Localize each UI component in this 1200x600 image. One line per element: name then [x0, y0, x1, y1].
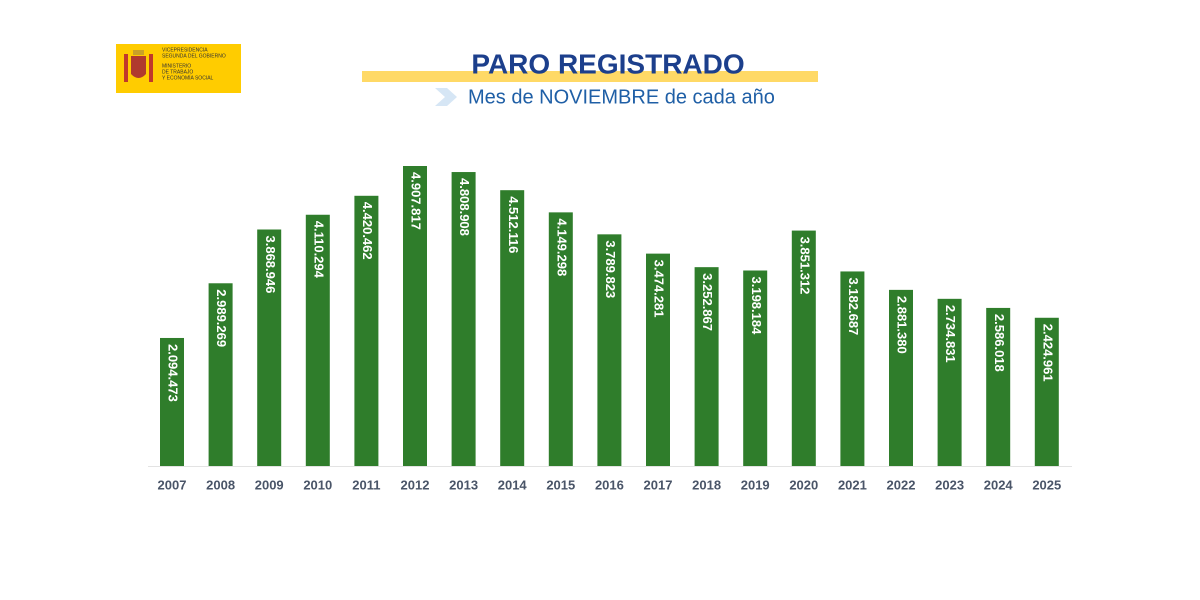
x-tick-label: 2016 — [595, 477, 624, 492]
logo-text: VICEPRESIDENCIA — [162, 47, 208, 53]
x-tick-label: 2009 — [255, 477, 284, 492]
x-tick-label: 2010 — [303, 477, 332, 492]
value-label: 2.094.473 — [166, 344, 181, 402]
bar — [403, 166, 427, 466]
bar — [889, 289, 913, 466]
x-tick-label: 2024 — [984, 477, 1014, 492]
value-label: 3.789.823 — [603, 240, 618, 298]
value-label: 3.474.281 — [652, 260, 667, 318]
value-label: 2.734.831 — [943, 305, 958, 363]
x-tick-label: 2019 — [741, 477, 770, 492]
logo-text: DE TRABAJO — [162, 69, 193, 75]
chevron-icon — [435, 88, 457, 106]
bar — [257, 229, 282, 466]
value-label: 3.868.946 — [263, 236, 278, 294]
chart-subtitle: Mes de NOVIEMBRE de cada año — [468, 86, 775, 108]
bar — [305, 214, 330, 466]
bar — [451, 172, 476, 466]
value-label: 3.851.312 — [797, 237, 812, 295]
x-tick-label: 2011 — [352, 477, 380, 492]
bar — [160, 337, 184, 466]
bar — [986, 307, 1011, 466]
value-label: 2.881.380 — [895, 296, 910, 354]
x-tick-label: 2021 — [838, 477, 867, 492]
value-label: 4.808.908 — [457, 178, 472, 236]
bar — [791, 230, 816, 466]
x-tick-label: 2022 — [887, 477, 916, 492]
bar — [646, 253, 670, 466]
x-tick-label: 2013 — [449, 477, 478, 492]
value-label: 4.149.298 — [554, 218, 569, 276]
logo-text: Y ECONOMÍA SOCIAL — [162, 74, 214, 81]
value-label: 4.420.462 — [360, 202, 375, 260]
bar — [354, 195, 379, 467]
bar — [694, 267, 719, 466]
value-label: 2.424.961 — [1040, 324, 1055, 382]
value-label: 3.252.867 — [700, 273, 715, 331]
logo-text: MINISTERIO — [162, 63, 191, 69]
value-label: 4.907.817 — [409, 172, 424, 230]
x-tick-label: 2012 — [401, 477, 430, 492]
bar — [597, 234, 622, 466]
bar — [743, 270, 768, 466]
value-label: 3.182.687 — [846, 277, 861, 335]
logo-text: SEGUNDA DEL GOBIERNO — [162, 53, 226, 59]
x-tick-label: 2015 — [546, 477, 575, 492]
value-label: 2.586.018 — [992, 314, 1007, 372]
bar — [500, 190, 525, 467]
bar — [1034, 317, 1059, 466]
bar — [840, 271, 865, 466]
chart-title: PARO REGISTRADO — [471, 48, 744, 79]
x-tick-label: 2023 — [935, 477, 964, 492]
bar — [548, 212, 573, 466]
bar — [208, 283, 233, 466]
value-label: 4.110.294 — [311, 221, 326, 279]
x-tick-label: 2018 — [692, 477, 721, 492]
x-tick-label: 2020 — [789, 477, 818, 492]
value-label: 2.989.269 — [214, 289, 229, 347]
value-label: 3.198.184 — [749, 277, 764, 336]
x-tick-label: 2025 — [1032, 477, 1061, 492]
x-tick-label: 2007 — [158, 477, 187, 492]
x-tick-label: 2017 — [644, 477, 673, 492]
x-tick-label: 2008 — [206, 477, 235, 492]
value-label: 4.512.116 — [506, 196, 521, 253]
logo-crest — [124, 50, 153, 82]
title-underline — [362, 71, 818, 82]
bar — [937, 298, 962, 466]
x-tick-label: 2014 — [498, 477, 528, 492]
